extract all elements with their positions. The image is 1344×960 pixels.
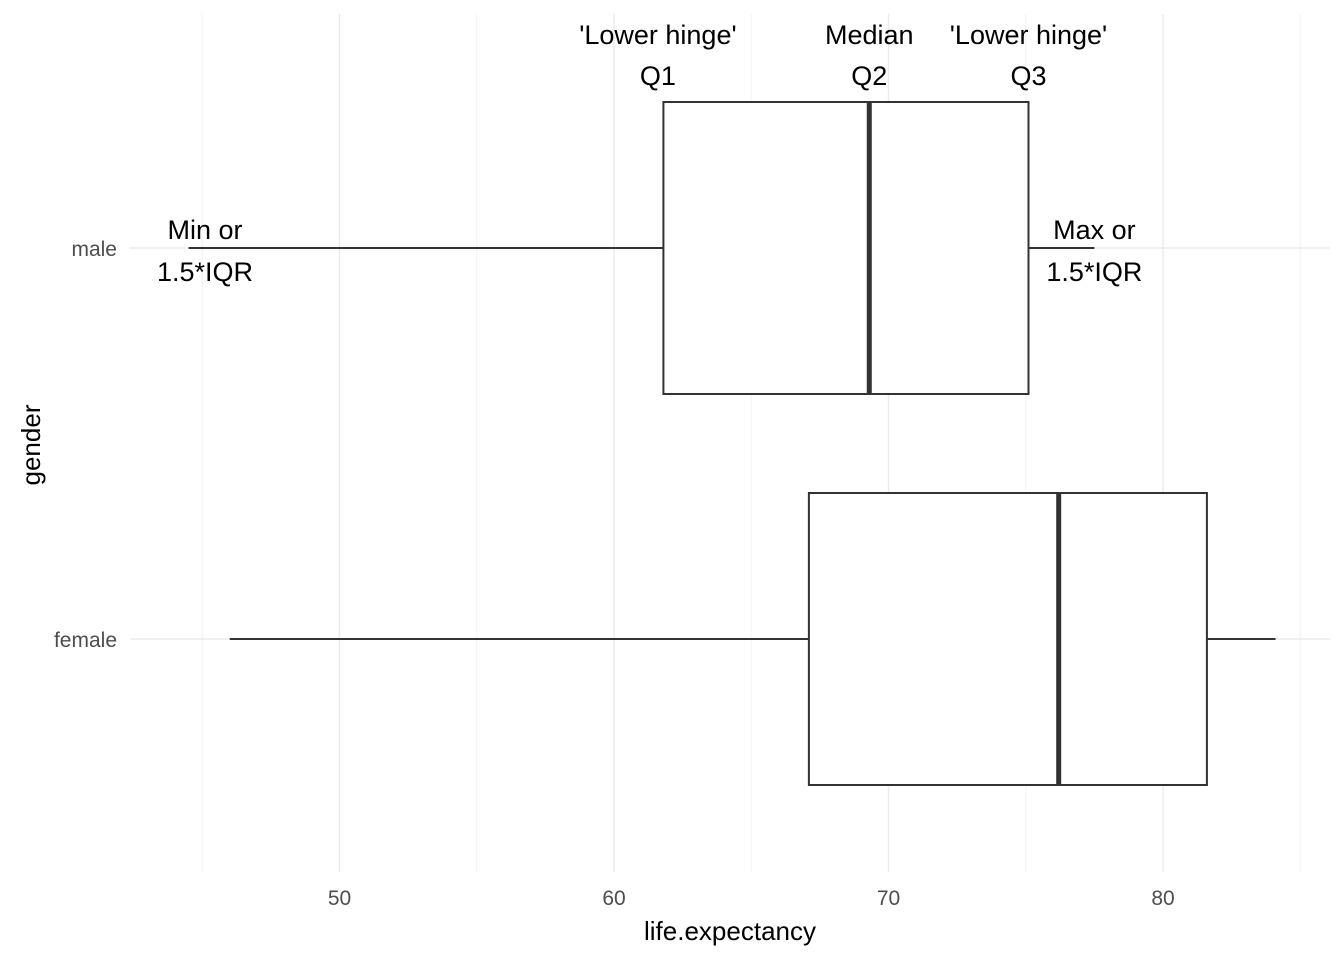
x-axis-title: life.expectancy: [644, 916, 816, 946]
annotation-line2: Q2: [851, 61, 887, 91]
annotation-line1: Min or: [167, 215, 242, 245]
annotation-line1: Median: [825, 20, 914, 50]
annotation-line2: Q1: [640, 61, 676, 91]
y-tick-label: male: [71, 238, 117, 261]
x-tick-label: 70: [877, 887, 900, 910]
y-axis-title: gender: [16, 404, 46, 485]
annotation-line1: 'Lower hinge': [579, 20, 736, 50]
iqr-box: [662, 101, 1030, 395]
annotation-line2: Q3: [1010, 61, 1046, 91]
x-tick-label: 50: [328, 887, 351, 910]
iqr-box: [807, 492, 1208, 786]
x-tick-label: 80: [1151, 887, 1174, 910]
annotation-line2: 1.5*IQR: [157, 257, 253, 287]
annotation-line1: 'Lower hinge': [950, 20, 1107, 50]
boxplot-female: [229, 492, 1276, 786]
x-tick-label: 60: [602, 887, 625, 910]
tick-label-layer: 50 60 70 80 male female: [54, 238, 1175, 910]
annotation-line1: Max or: [1053, 215, 1136, 245]
annotation-layer: 'Lower hinge' Q1 Median Q2 'Lower hinge' Q3 Mi…: [157, 20, 1142, 287]
box-layer: [188, 101, 1276, 786]
boxplot-male: [188, 101, 1095, 395]
y-tick-label: female: [54, 629, 117, 652]
annotation-line2: 1.5*IQR: [1046, 257, 1142, 287]
